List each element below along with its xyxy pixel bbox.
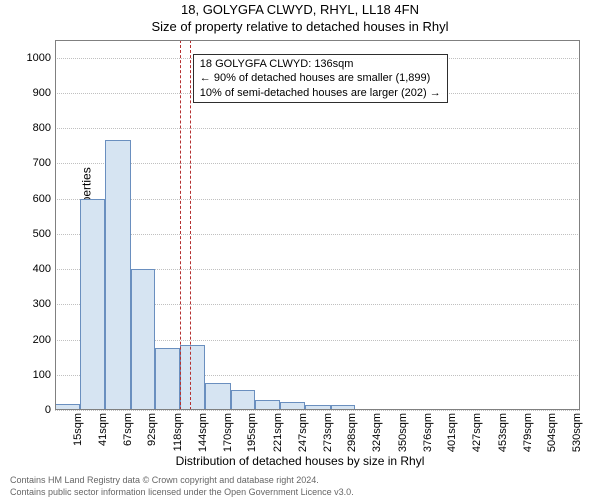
- x-tick-label: 401sqm: [446, 413, 458, 452]
- x-tick-label: 350sqm: [397, 413, 409, 452]
- x-tick-label: 170sqm: [222, 413, 234, 452]
- y-tick-label: 500: [33, 228, 55, 240]
- x-tick-label: 92sqm: [146, 413, 158, 446]
- x-tick-label: 15sqm: [72, 413, 84, 446]
- x-tick-label: 273sqm: [322, 413, 334, 452]
- x-tick-label: 324sqm: [371, 413, 383, 452]
- x-tick-label: 41sqm: [97, 413, 109, 446]
- y-tick-label: 800: [33, 122, 55, 134]
- x-tick-label: 144sqm: [197, 413, 209, 452]
- footer-line-1: Contains HM Land Registry data © Crown c…: [10, 475, 319, 485]
- plot-border: [55, 40, 580, 410]
- y-tick-label: 900: [33, 87, 55, 99]
- x-tick-label: 479sqm: [522, 413, 534, 452]
- x-tick-label: 530sqm: [571, 413, 583, 452]
- x-tick-label: 427sqm: [471, 413, 483, 452]
- y-tick-label: 300: [33, 298, 55, 310]
- x-tick-label: 504sqm: [546, 413, 558, 452]
- x-tick-label: 221sqm: [272, 413, 284, 452]
- y-tick-label: 600: [33, 193, 55, 205]
- x-axis-label: Distribution of detached houses by size …: [0, 454, 600, 468]
- page-subtitle: Size of property relative to detached ho…: [0, 19, 600, 34]
- chart-container: 18, GOLYGFA CLWYD, RHYL, LL18 4FN Size o…: [0, 0, 600, 500]
- y-tick-label: 0: [45, 404, 55, 416]
- x-tick-label: 67sqm: [122, 413, 134, 446]
- x-tick-label: 453sqm: [497, 413, 509, 452]
- y-tick-label: 100: [33, 369, 55, 381]
- x-tick-label: 247sqm: [297, 413, 309, 452]
- x-tick-label: 118sqm: [172, 413, 184, 451]
- y-tick-label: 1000: [27, 52, 55, 64]
- y-tick-label: 400: [33, 263, 55, 275]
- plot-area: 15sqm41sqm67sqm92sqm118sqm144sqm170sqm19…: [55, 40, 580, 410]
- y-tick-label: 200: [33, 334, 55, 346]
- x-tick-label: 376sqm: [422, 413, 434, 452]
- page-title: 18, GOLYGFA CLWYD, RHYL, LL18 4FN: [0, 2, 600, 17]
- gridline: [55, 410, 580, 411]
- x-tick-label: 195sqm: [246, 413, 258, 452]
- footer-line-2: Contains public sector information licen…: [10, 487, 354, 497]
- x-tick-label: 298sqm: [346, 413, 358, 452]
- y-tick-label: 700: [33, 157, 55, 169]
